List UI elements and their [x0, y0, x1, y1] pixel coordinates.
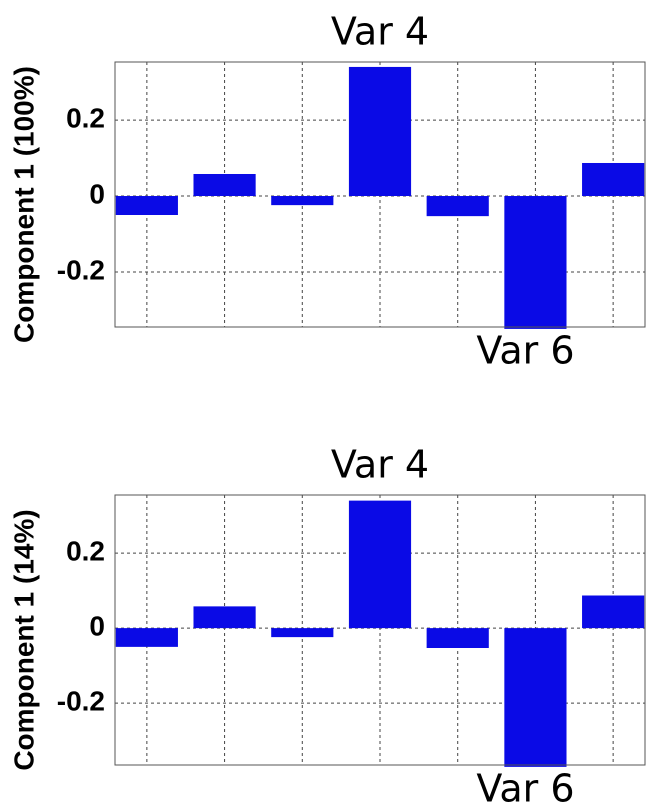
annotation: Var 6 — [476, 767, 574, 806]
plot-frame — [114, 494, 646, 766]
plot-frame — [114, 61, 646, 328]
bar — [115, 628, 178, 647]
annotation: Var 6 — [476, 329, 574, 373]
bar — [348, 500, 412, 629]
bar — [426, 628, 489, 648]
annotation: Var 4 — [331, 10, 429, 54]
y-tick-label: 0 — [89, 611, 105, 642]
y-tick-label: -0.2 — [57, 686, 105, 717]
bar — [271, 628, 334, 638]
bar — [504, 628, 567, 767]
y-tick-label: 0 — [89, 178, 105, 209]
bar — [193, 606, 256, 629]
bar — [115, 196, 178, 216]
bar — [504, 196, 567, 329]
y-tick-label: 0.2 — [66, 102, 105, 133]
y-tick-label: -0.2 — [57, 254, 105, 285]
bar — [426, 196, 489, 217]
y-axis-label: Component 1 (100%) — [8, 66, 39, 343]
annotation: Var 4 — [331, 443, 429, 487]
bar — [582, 595, 645, 629]
bar — [582, 162, 645, 197]
bar — [348, 66, 412, 197]
y-axis-label: Component 1 (14%) — [8, 509, 39, 770]
y-tick-label: 0.2 — [66, 536, 105, 567]
bar — [271, 196, 334, 206]
bar — [193, 173, 256, 197]
